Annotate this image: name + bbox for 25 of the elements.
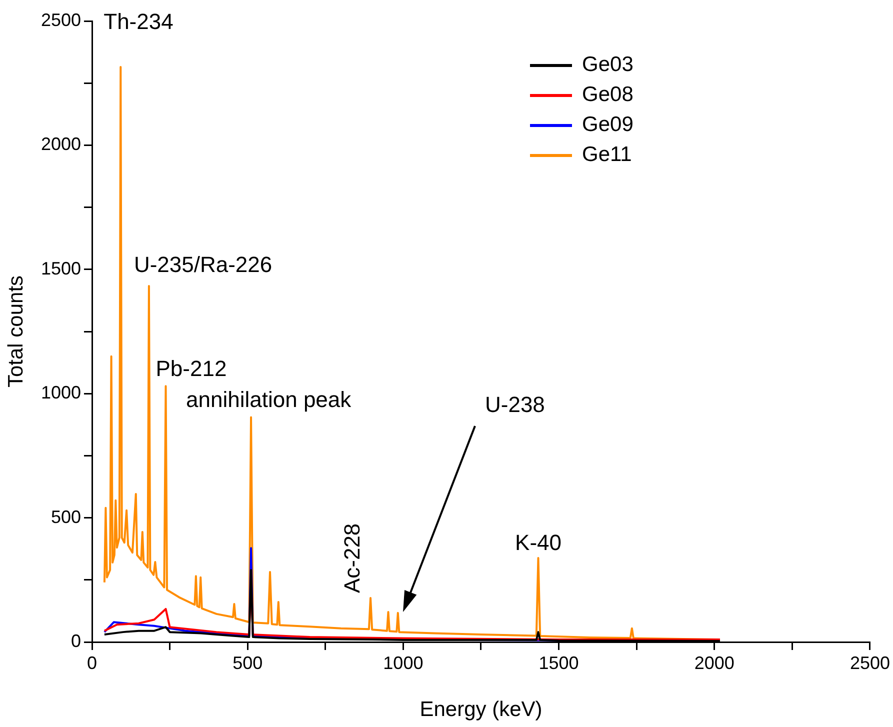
annotation: U-238: [485, 392, 545, 417]
x-tick-label: 1000: [383, 652, 424, 673]
x-tick-label: 2500: [850, 652, 890, 673]
y-tick-label: 2000: [40, 134, 81, 154]
y-axis-title: Total counts: [4, 275, 28, 388]
legend-label: Ge08: [582, 83, 634, 107]
annotation: K-40: [515, 530, 562, 556]
x-tick-label: 0: [86, 652, 98, 673]
legend-label: Ge03: [582, 53, 634, 77]
annotation: Pb-212: [156, 356, 227, 382]
annotation: Th-234: [104, 8, 174, 34]
annotation: annihilation peak: [186, 387, 352, 412]
x-tick-label: 1500: [538, 652, 579, 673]
x-tick-label: 2000: [694, 652, 734, 673]
y-tick-label: 0: [70, 630, 81, 651]
x-axis-title: Energy (keV): [420, 698, 542, 722]
y-tick-label: 500: [50, 506, 81, 527]
y-tick-label: 2500: [40, 10, 81, 30]
x-tick-label: 500: [232, 652, 263, 673]
y-tick-label: 1500: [40, 258, 81, 278]
y-tick-label: 1000: [40, 382, 81, 403]
annotation: Ac-228: [340, 523, 365, 594]
legend-label: Ge11: [582, 143, 632, 167]
annotation: U-235/Ra-226: [134, 252, 272, 278]
legend-label: Ge09: [582, 113, 634, 137]
